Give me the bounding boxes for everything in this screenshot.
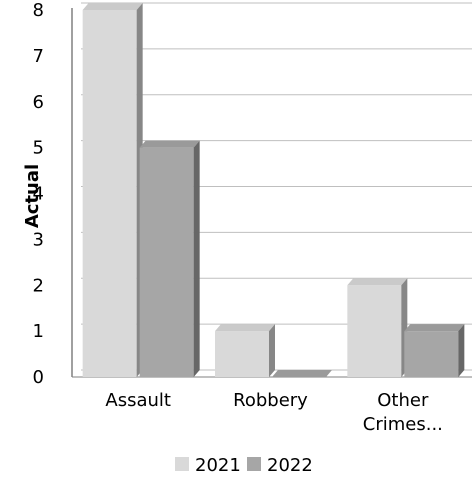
x-tick-label: Other Crimes... bbox=[363, 390, 443, 435]
x-tick-label-line: Assault bbox=[105, 390, 171, 411]
y-tick-label: 0 bbox=[33, 367, 44, 388]
bar-front bbox=[82, 10, 137, 377]
bar-robbery-2021 bbox=[215, 324, 275, 377]
bar-side bbox=[269, 324, 275, 377]
y-tick-label: 7 bbox=[33, 46, 44, 67]
legend-label: 2021 bbox=[195, 455, 241, 476]
legend-item-2022: 2022 bbox=[247, 455, 313, 476]
bar-side bbox=[193, 140, 200, 377]
bar-front bbox=[404, 331, 459, 377]
bar-side bbox=[458, 324, 465, 377]
bar-top bbox=[139, 140, 200, 148]
legend-swatch bbox=[247, 457, 261, 471]
bars bbox=[82, 3, 465, 377]
x-axis-labels: Assault Robbery Other Crimes... bbox=[105, 390, 443, 435]
bar-assault-2022 bbox=[139, 140, 200, 377]
x-tick-label: Assault bbox=[105, 390, 171, 411]
bar-front bbox=[215, 331, 269, 377]
x-tick-label-line: Robbery bbox=[233, 390, 308, 411]
bar-other-crimes-2021 bbox=[347, 278, 408, 377]
legend-label: 2022 bbox=[267, 455, 313, 476]
bar-assault-2021 bbox=[82, 3, 143, 377]
bar-front bbox=[139, 147, 194, 377]
y-tick-label: 6 bbox=[33, 92, 44, 113]
bar-top bbox=[347, 278, 408, 286]
bar-top bbox=[272, 370, 332, 377]
legend-item-2021: 2021 bbox=[175, 455, 241, 476]
y-tick-label: 4 bbox=[33, 184, 44, 205]
bar-other-crimes-2022 bbox=[404, 324, 465, 377]
bar-robbery-2022 bbox=[272, 370, 332, 377]
legend: 2021 2022 bbox=[175, 455, 313, 476]
x-tick-label-line: Crimes... bbox=[363, 414, 443, 435]
x-tick-label: Robbery bbox=[233, 390, 308, 411]
x-tick-label-line: Other bbox=[377, 390, 429, 411]
y-tick-label: 1 bbox=[33, 321, 44, 342]
y-tick-label: 8 bbox=[33, 0, 44, 21]
y-tick-label: 5 bbox=[33, 138, 44, 159]
y-axis-ticks: 0 1 2 3 4 5 6 7 8 bbox=[33, 0, 44, 388]
y-tick-label: 3 bbox=[33, 229, 44, 250]
legend-swatch bbox=[175, 457, 189, 471]
bar-top bbox=[215, 324, 275, 332]
bar-front bbox=[347, 285, 402, 377]
y-axis-title: Actual bbox=[22, 164, 43, 228]
bar-top bbox=[404, 324, 465, 332]
bar-top bbox=[82, 3, 143, 10]
y-tick-label: 2 bbox=[33, 275, 44, 296]
